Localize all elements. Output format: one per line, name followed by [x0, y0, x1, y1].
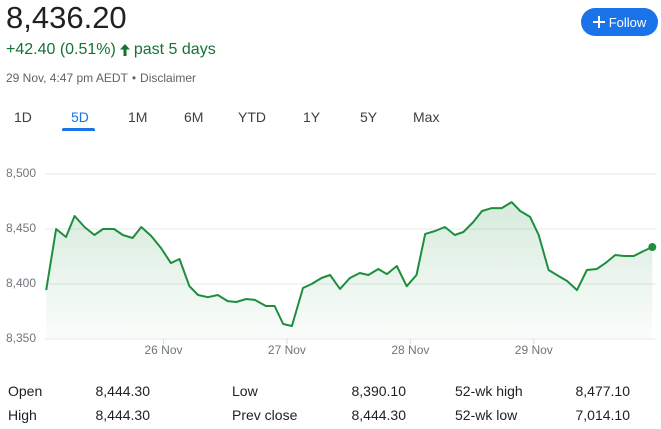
- stat-label: High: [8, 407, 37, 423]
- timestamp: 29 Nov, 4:47 pm AEDT: [6, 71, 128, 85]
- stat-value: 8,444.30: [95, 407, 151, 423]
- stat-label: Open: [8, 383, 43, 399]
- stat-value: 8,444.30: [351, 407, 407, 423]
- area: [46, 202, 653, 339]
- chart: 8,350 8,400 8,450 8,500 26 Nov 27 Nov 28 Nov 29…: [6, 166, 657, 357]
- tab[interactable]: YTD: [238, 109, 266, 125]
- line: [45, 201, 653, 327]
- y-tick-label: 8,500: [6, 166, 36, 180]
- tab[interactable]: 1D: [14, 109, 32, 125]
- stat-value: 7,014.10: [575, 407, 631, 423]
- x-tick-label: 27 Nov: [268, 343, 306, 357]
- stat-label: Low: [232, 383, 258, 399]
- change: +42.40 (0.51%): [6, 41, 116, 58]
- stat-label: Prev close: [232, 407, 298, 423]
- separator: •: [131, 71, 137, 85]
- tab[interactable]: 5Y: [360, 109, 378, 125]
- stat-label: 52-wk high: [455, 383, 523, 399]
- tab[interactable]: 5D: [71, 109, 89, 125]
- last-point: [648, 243, 657, 252]
- follow-button[interactable]: Follow: [581, 8, 658, 36]
- stat-label: 52-wk low: [455, 407, 518, 423]
- tab[interactable]: 1M: [128, 109, 148, 125]
- price: 8,436.20: [6, 0, 127, 35]
- plus-icon: [592, 16, 605, 28]
- follow-label: Follow: [608, 14, 647, 30]
- y-tick-label: 8,400: [6, 276, 36, 290]
- change-row: +42.40 (0.51%) past 5 days: [6, 41, 216, 59]
- tab[interactable]: 1Y: [303, 109, 321, 125]
- meta: 29 Nov, 4:47 pm AEDT • Disclaimer: [6, 71, 196, 85]
- period: past 5 days: [133, 41, 216, 58]
- disclaimer-link[interactable]: Disclaimer: [140, 71, 197, 85]
- y-tick-label: 8,350: [6, 331, 36, 345]
- stat-value: 8,444.30: [95, 383, 151, 399]
- tab[interactable]: Max: [413, 109, 440, 125]
- x-tick-label: 28 Nov: [391, 343, 429, 357]
- x-tick-label: 29 Nov: [515, 343, 553, 357]
- stat-value: 8,477.10: [575, 383, 631, 399]
- tab[interactable]: 6M: [184, 109, 204, 125]
- y-tick-label: 8,450: [6, 221, 36, 235]
- tab-underline: [62, 128, 95, 131]
- up-arrow: [119, 44, 130, 56]
- x-tick-label: 26 Nov: [144, 343, 182, 357]
- stat-value: 8,390.10: [351, 383, 407, 399]
